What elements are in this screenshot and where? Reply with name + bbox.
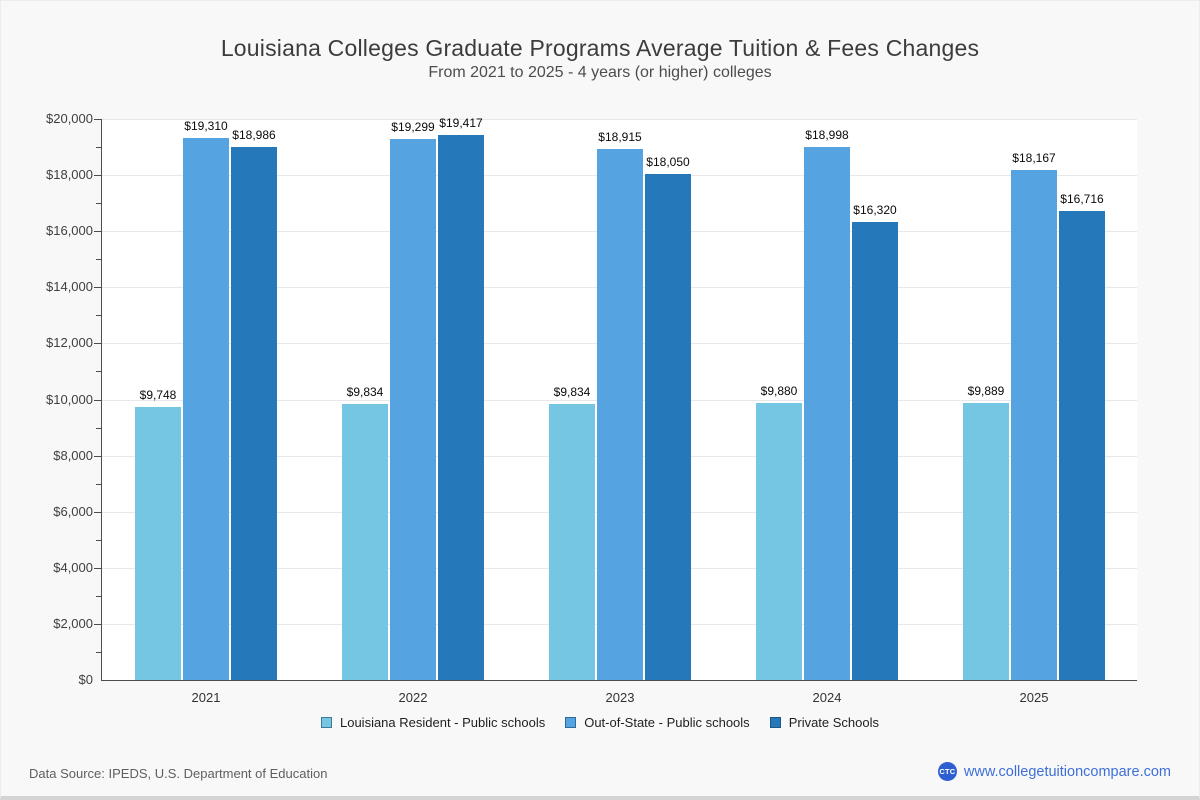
legend-label: Private Schools <box>788 715 880 730</box>
bar-2025-series2[interactable] <box>1011 170 1057 680</box>
y-axis-tick-label: $20,000 <box>46 111 93 126</box>
y-axis-tick <box>94 119 101 120</box>
y-axis-tick <box>94 567 101 569</box>
bar-2021-series2[interactable] <box>183 138 229 680</box>
plot-area: $0 $2,000 $4,000 $6,000 $8,000 $10,000 $12,000… <box>46 111 1137 705</box>
y-axis-tick-label: $18,000 <box>46 167 93 183</box>
y-axis-tick <box>94 175 101 177</box>
bar-value-label: $16,320 <box>853 203 897 218</box>
y-axis-tick <box>96 483 101 485</box>
x-axis-label: 2023 <box>605 690 635 705</box>
y-axis-tick <box>96 595 101 597</box>
bar-2024-series2[interactable] <box>804 147 850 680</box>
y-axis-tick-label: $0 <box>78 672 93 687</box>
y-axis-tick <box>96 427 101 429</box>
bar-2023-series2[interactable] <box>597 149 643 680</box>
gridline <box>102 119 1137 120</box>
y-axis-tick <box>94 399 101 401</box>
bar-value-label: $18,986 <box>232 128 276 143</box>
bar-2025-series3[interactable] <box>1059 211 1105 680</box>
bar-2023-series3[interactable] <box>645 173 691 680</box>
y-axis-tick <box>94 287 101 289</box>
y-axis-tick <box>96 539 101 541</box>
y-axis-tick <box>96 651 101 653</box>
x-axis-label: 2021 <box>191 690 221 705</box>
bar-value-label: $9,834 <box>553 385 591 400</box>
bar-2025-series1[interactable] <box>963 402 1009 680</box>
legend-swatch-icon <box>769 717 781 728</box>
y-axis-tick-label: $10,000 <box>46 391 93 407</box>
bar-value-label: $9,880 <box>760 383 798 398</box>
y-axis-tick <box>94 511 101 513</box>
legend-label: Louisiana Resident - Public schools <box>339 715 546 730</box>
bar-value-label: $9,834 <box>346 385 384 400</box>
bar-2024-series3[interactable] <box>852 222 898 680</box>
bar-value-label: $19,417 <box>439 116 483 131</box>
legend-item-2[interactable]: Out-of-State - Public schools <box>565 715 750 730</box>
y-axis-tick <box>96 371 101 373</box>
y-axis-tick <box>96 147 101 149</box>
legend-label: Out-of-State - Public schools <box>584 715 750 730</box>
bar-2022-series1[interactable] <box>342 404 388 680</box>
legend-item-1[interactable]: Louisiana Resident - Public schools <box>320 715 546 730</box>
bar-value-label: $18,915 <box>598 130 642 145</box>
y-axis-tick <box>96 203 101 205</box>
bar-value-label: $19,299 <box>391 119 435 134</box>
site-url: www.collegetuitioncompare.com <box>963 763 1171 780</box>
y-axis-tick <box>94 623 101 625</box>
y-axis-tick-label: $16,000 <box>46 223 93 239</box>
y-axis-tick-label: $8,000 <box>53 447 93 463</box>
y-axis-tick <box>94 455 101 457</box>
x-axis-label: 2022 <box>398 690 428 705</box>
y-axis-tick-label: $12,000 <box>46 335 93 351</box>
legend-swatch-icon <box>565 717 577 728</box>
y-axis-tick-label: $2,000 <box>53 615 93 631</box>
y-axis-tick-label: $6,000 <box>53 503 93 519</box>
data-source-text: Data Source: IPEDS, U.S. Department of E… <box>29 766 328 781</box>
chart-title: Louisiana Colleges Graduate Programs Ave… <box>220 35 980 61</box>
bar-value-label: $9,748 <box>139 387 177 402</box>
bar-value-label: $18,167 <box>1012 151 1056 166</box>
y-axis-tick <box>94 231 101 233</box>
bar-value-label: $18,998 <box>805 128 849 143</box>
site-link[interactable]: CTC www.collegetuitioncompare.com <box>937 762 1171 781</box>
x-axis-label: 2025 <box>1019 690 1049 705</box>
bar-2021-series1[interactable] <box>135 406 181 680</box>
bar-2023-series1[interactable] <box>549 404 595 680</box>
y-axis-tick <box>96 259 101 261</box>
chart-subtitle: From 2021 to 2025 - 4 years (or higher) … <box>428 64 772 81</box>
legend-item-3[interactable]: Private Schools <box>769 715 880 730</box>
legend-swatch-icon <box>320 717 332 728</box>
bar-2021-series3[interactable] <box>231 147 277 680</box>
bar-value-label: $19,310 <box>184 119 228 134</box>
bar-2022-series2[interactable] <box>390 138 436 680</box>
y-axis-tick-label: $4,000 <box>53 559 93 575</box>
x-axis-label: 2024 <box>812 690 842 705</box>
bar-value-label: $9,889 <box>967 383 1005 398</box>
bar-2024-series1[interactable] <box>756 402 802 680</box>
bar-2022-series3[interactable] <box>438 135 484 680</box>
legend: Louisiana Resident - Public schools Out-o… <box>1 715 1199 730</box>
y-axis-tick <box>94 343 101 345</box>
bar-value-label: $16,716 <box>1060 192 1104 207</box>
ctc-logo-icon: CTC <box>937 762 957 781</box>
bar-value-label: $18,050 <box>646 154 690 169</box>
y-axis-tick-label: $14,000 <box>46 279 93 295</box>
y-axis-tick <box>96 315 101 317</box>
